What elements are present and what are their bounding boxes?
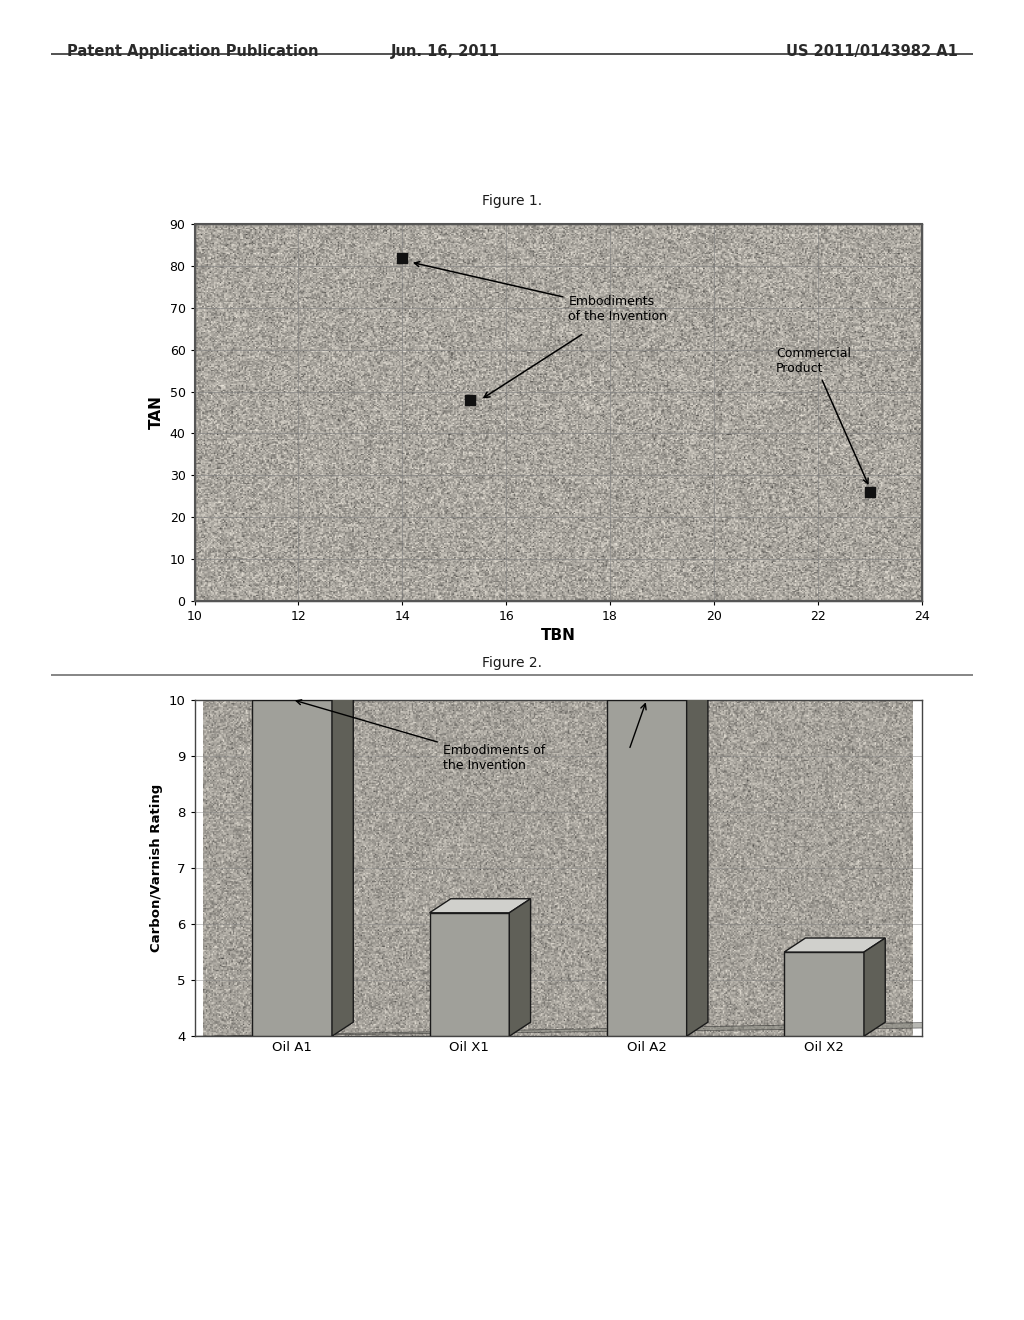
Polygon shape (252, 685, 353, 700)
Text: Commercial
Product: Commercial Product (776, 347, 868, 483)
Polygon shape (332, 685, 353, 1036)
Polygon shape (195, 1022, 943, 1036)
Text: Patent Application Publication: Patent Application Publication (67, 44, 318, 58)
Text: Jun. 16, 2011: Jun. 16, 2011 (391, 44, 500, 58)
Polygon shape (784, 939, 886, 952)
X-axis label: TBN: TBN (541, 628, 575, 643)
Text: Figure 2.: Figure 2. (482, 656, 542, 669)
Y-axis label: TAN: TAN (148, 396, 164, 429)
Polygon shape (607, 685, 708, 700)
Polygon shape (429, 913, 509, 1036)
Polygon shape (864, 939, 886, 1036)
Polygon shape (509, 899, 530, 1036)
Polygon shape (429, 899, 530, 913)
Polygon shape (784, 952, 864, 1036)
Y-axis label: Carbon/Varnish Rating: Carbon/Varnish Rating (151, 784, 163, 952)
Polygon shape (687, 685, 708, 1036)
Text: Figure 1.: Figure 1. (482, 194, 542, 207)
Point (861, 482, 878, 503)
Text: Embodiments
of the Invention: Embodiments of the Invention (415, 261, 668, 323)
Point (394, 247, 411, 268)
Polygon shape (607, 700, 687, 1036)
Polygon shape (252, 700, 332, 1036)
Text: Embodiments of
the Invention: Embodiments of the Invention (296, 700, 545, 772)
Text: US 2011/0143982 A1: US 2011/0143982 A1 (785, 44, 957, 58)
Point (462, 389, 478, 411)
